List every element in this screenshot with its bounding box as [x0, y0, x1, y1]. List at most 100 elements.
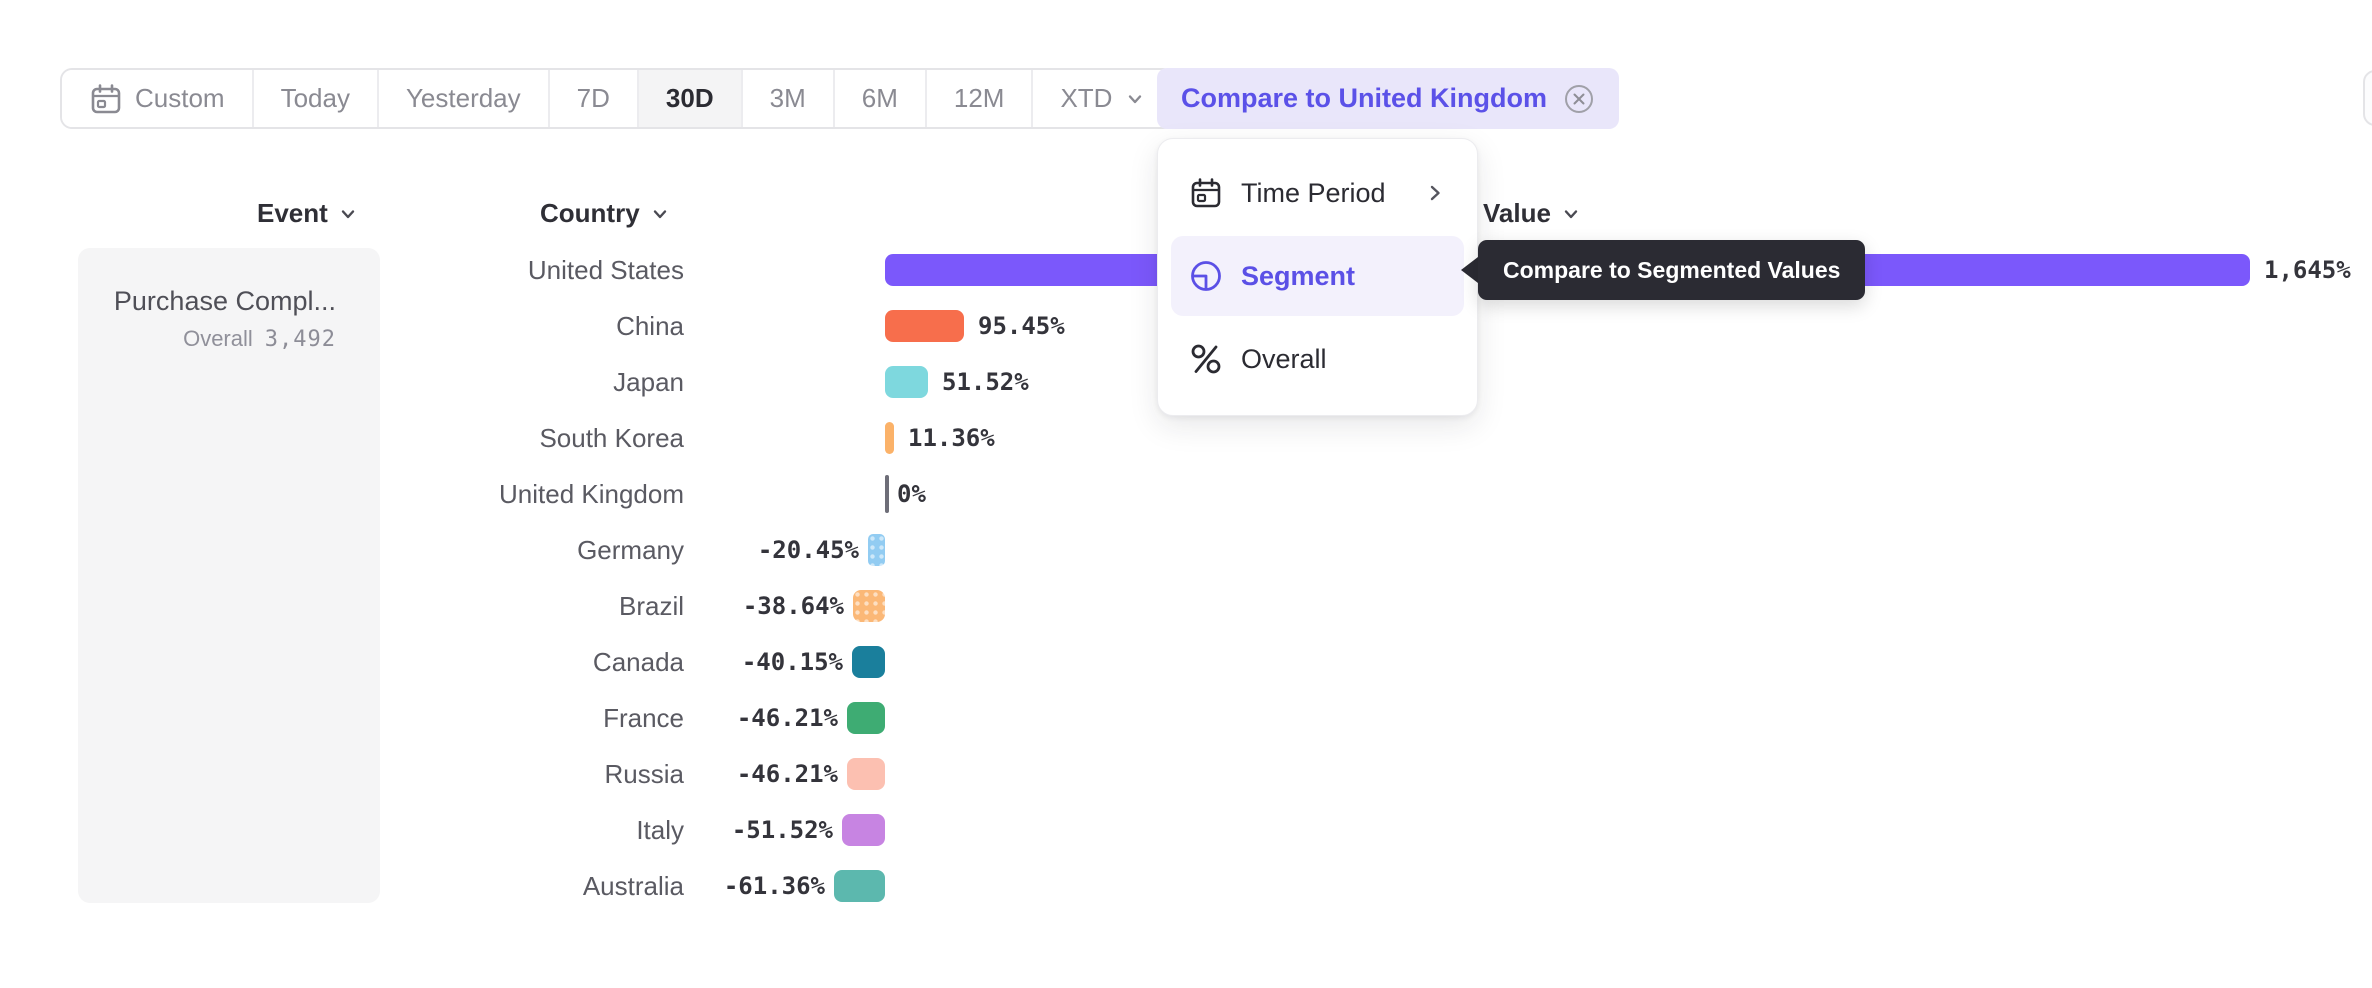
range-button-label: 6M — [861, 83, 898, 113]
value-label: 1,645% — [2264, 256, 2351, 284]
range-button-custom[interactable]: Custom — [62, 70, 254, 127]
event-overall-label: Overall — [183, 326, 253, 351]
bar-germany[interactable] — [868, 534, 885, 566]
chart-row-australia: Australia -61.36% — [0, 869, 2372, 903]
bar-brazil[interactable] — [853, 590, 885, 622]
chevron-down-icon — [1129, 94, 1142, 103]
menu-item-label: Overall — [1241, 343, 1327, 374]
value-label: -46.21% — [736, 704, 838, 732]
range-button-6m[interactable]: 6M — [834, 70, 927, 127]
percent-icon — [1191, 344, 1221, 374]
event-overall-value: 3,492 — [264, 327, 336, 352]
country-label: Russia — [604, 759, 684, 789]
value-label: 95.45% — [978, 312, 1065, 340]
tooltip: Compare to Segmented Values — [1461, 240, 1866, 300]
bar-south-korea[interactable] — [885, 422, 894, 454]
chevron-down-icon — [1564, 209, 1578, 218]
bar-australia[interactable] — [834, 870, 885, 902]
chart-row-france: France -46.21% — [0, 701, 2372, 735]
value-label: -38.64% — [742, 592, 844, 620]
value-label: 0% — [897, 480, 926, 508]
range-button-yesterday[interactable]: Yesterday — [378, 70, 550, 127]
menu-item-segment[interactable]: Segment — [1171, 236, 1464, 316]
chart-row-italy: Italy -51.52% — [0, 813, 2372, 847]
compare-dropdown-menu: Time Period Segment Overall — [1157, 138, 1478, 416]
value-label: 11.36% — [908, 424, 995, 452]
range-button-7d[interactable]: 7D — [549, 70, 639, 127]
country-label: Brazil — [618, 591, 684, 621]
column-header-country[interactable]: Country — [540, 198, 671, 229]
bar-united-kingdom[interactable] — [885, 475, 889, 513]
bar-china[interactable] — [885, 310, 964, 342]
value-label: -20.45% — [757, 536, 859, 564]
clipped-button-stub[interactable] — [2363, 70, 2372, 126]
value-label: 51.52% — [942, 368, 1029, 396]
chart-row-south-korea: South Korea 11.36% — [0, 421, 2372, 455]
range-button-today[interactable]: Today — [253, 70, 379, 127]
chart-row-united-kingdom: United Kingdom 0% — [0, 475, 2372, 513]
range-button-label: XTD — [1060, 83, 1113, 113]
country-label: South Korea — [539, 423, 684, 453]
country-label: China — [616, 311, 684, 341]
value-label: -40.15% — [741, 648, 843, 676]
country-label: Italy — [636, 815, 684, 845]
compare-chip-label: Compare to United Kingdom — [1181, 83, 1547, 113]
column-header-country-label: Country — [540, 198, 640, 228]
compare-chip[interactable]: Compare to United Kingdom — [1157, 68, 1619, 129]
tooltip-arrow-icon — [1461, 257, 1478, 283]
column-header-event-label: Event — [257, 198, 328, 228]
chart-row-brazil: Brazil -38.64% — [0, 589, 2372, 623]
column-header-value-label: Value — [1483, 198, 1551, 228]
range-button-label: Yesterday — [405, 83, 521, 113]
range-button-label: Today — [280, 83, 350, 113]
chart-row-china: China 95.45% — [0, 309, 2372, 343]
range-button-label: 30D — [665, 83, 714, 113]
range-button-30d[interactable]: 30D — [638, 70, 743, 127]
range-button-label: 3M — [769, 83, 806, 113]
country-label: Australia — [582, 871, 684, 901]
chart-row-japan: Japan 51.52% — [0, 365, 2372, 399]
event-name[interactable]: Purchase Compl... — [113, 286, 336, 316]
menu-item-label: Segment — [1241, 260, 1356, 291]
segment-icon — [1191, 261, 1221, 291]
tooltip-text: Compare to Segmented Values — [1478, 240, 1866, 300]
range-button-label: 12M — [953, 83, 1005, 113]
range-button-xtd[interactable]: XTD — [1033, 70, 1174, 127]
calendar-icon — [1191, 178, 1221, 208]
menu-item-time-period[interactable]: Time Period — [1171, 153, 1464, 233]
column-header-event[interactable]: Event — [257, 198, 359, 229]
bar-france[interactable] — [847, 702, 885, 734]
country-label: France — [603, 703, 684, 733]
country-label: United Kingdom — [499, 479, 684, 509]
event-overall-row: Overall 3,492 — [183, 326, 336, 352]
bar-italy[interactable] — [842, 814, 885, 846]
chart-row-russia: Russia -46.21% — [0, 757, 2372, 791]
chart-row-germany: Germany -20.45% — [0, 533, 2372, 567]
chevron-right-icon — [1430, 185, 1440, 201]
range-button-label: 7D — [576, 83, 610, 113]
value-label: -46.21% — [736, 760, 838, 788]
event-panel: Purchase Compl... Overall 3,492 — [78, 248, 380, 903]
bar-russia[interactable] — [847, 758, 885, 790]
chevron-down-icon — [341, 209, 355, 218]
range-button-label: Custom — [135, 83, 225, 113]
calendar-icon — [91, 83, 121, 113]
country-label: Japan — [613, 367, 684, 397]
value-label: -61.36% — [723, 872, 825, 900]
country-label: United States — [527, 255, 684, 285]
circle-x-icon[interactable] — [1563, 83, 1595, 115]
bar-japan[interactable] — [885, 366, 928, 398]
range-button-3m[interactable]: 3M — [742, 70, 835, 127]
column-header-value[interactable]: Value — [1483, 198, 1582, 229]
country-label: Canada — [592, 647, 684, 677]
chart-row-canada: Canada -40.15% — [0, 645, 2372, 679]
menu-item-label: Time Period — [1241, 177, 1386, 208]
country-label: Germany — [577, 535, 684, 565]
time-range-toolbar: Custom Today Yesterday 7D 30D 3M 6M 12M XTD — [60, 68, 1176, 129]
range-button-12m[interactable]: 12M — [926, 70, 1034, 127]
value-label: -51.52% — [731, 816, 833, 844]
chevron-down-icon — [653, 209, 666, 218]
bar-canada[interactable] — [852, 646, 885, 678]
menu-item-overall[interactable]: Overall — [1171, 319, 1464, 399]
